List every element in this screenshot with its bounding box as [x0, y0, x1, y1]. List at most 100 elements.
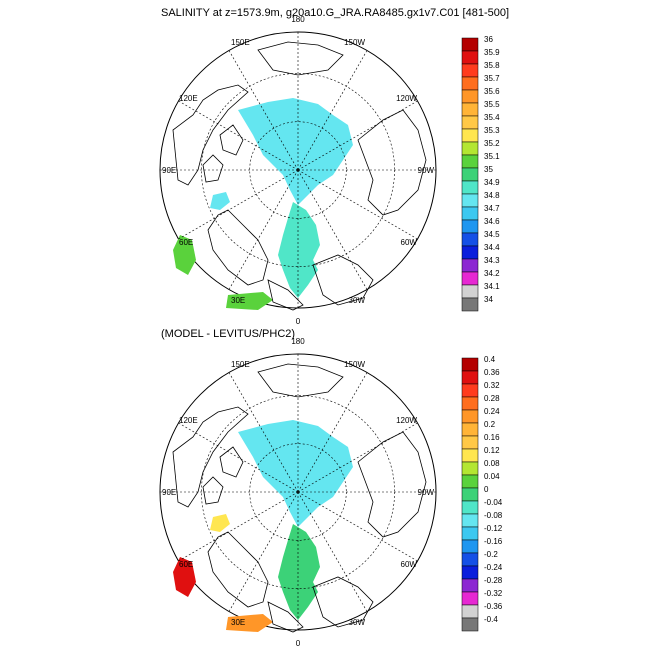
bottom-lon-label-se_bot: 30E [231, 618, 245, 627]
bottom-lon-label-n: 180 [291, 337, 305, 346]
bottom-colorbar-swatch [461, 539, 479, 554]
top-lon-label-ne_top: 150E [231, 38, 250, 47]
top-colorbar-label: 35 [484, 165, 493, 174]
top-colorbar-label: 35.3 [484, 126, 500, 135]
bottom-colorbar-swatch [461, 396, 479, 411]
bottom-lon-label-se_top: 60E [179, 560, 193, 569]
bottom-lon-label-ne_top: 150E [231, 360, 250, 369]
bottom-lon-label-sw_bot: 30W [349, 618, 366, 627]
top-meridian [178, 169, 299, 240]
top-colorbar: 36 35.9 35.8 35.7 35.6 35.5 35.4 35.3 35.2 35.1 35… [461, 35, 500, 312]
bottom-colorbar: 0.4 0.36 0.32 0.28 0.24 0.2 0.16 0.12 0.08 0.04 0 -… [461, 355, 503, 632]
top-colorbar-swatch [461, 167, 479, 182]
bottom-colorbar-swatch [461, 435, 479, 450]
top-coastline [312, 254, 374, 306]
top-colorbar-label: 34.6 [484, 217, 500, 226]
bottom-colorbar-label: -0.4 [484, 615, 498, 624]
bottom-colorbar-label: 0.24 [484, 407, 500, 416]
bottom-lon-label-nw_top: 150W [344, 360, 365, 369]
top-lon-label-n: 180 [291, 15, 305, 24]
bottom-colorbar-swatch [461, 370, 479, 385]
top-colorbar-label: 34 [484, 295, 493, 304]
bottom-colorbar-label: 0.4 [484, 355, 496, 364]
top-colorbar-label: 34.8 [484, 191, 500, 200]
bottom-lon-label-w: 90W [418, 488, 435, 497]
top-region-fram-strait [278, 202, 320, 298]
top-colorbar-label: 35.7 [484, 74, 500, 83]
top-colorbar-label: 35.4 [484, 113, 500, 122]
bottom-meridian [228, 372, 299, 493]
top-meridian [297, 50, 368, 171]
bottom-colorbar-label: -0.04 [484, 498, 503, 507]
bottom-meridian [228, 491, 299, 612]
top-meridian [228, 169, 299, 290]
top-colorbar-swatch [461, 63, 479, 78]
top-colorbar-swatch [461, 297, 479, 312]
bottom-colorbar-label: -0.2 [484, 550, 498, 559]
bottom-colorbar-swatch [461, 357, 479, 372]
top-colorbar-label: 34.1 [484, 282, 500, 291]
top-lon-label-nw_bot: 120W [396, 94, 417, 103]
bottom-region-fram-strait [278, 524, 320, 620]
top-colorbar-swatch [461, 154, 479, 169]
bottom-colorbar-label: -0.28 [484, 576, 503, 585]
top-colorbar-label: 34.9 [484, 178, 500, 187]
bottom-map: 180 0 90W 90E 150W 120W 150E 120E 60W 30W 60E 30E [159, 337, 437, 647]
top-meridian [178, 100, 299, 171]
bottom-colorbar-swatch [461, 552, 479, 567]
bottom-colorbar-label: -0.12 [484, 524, 503, 533]
bottom-region-north-atlantic-south [226, 614, 273, 632]
top-colorbar-swatch [461, 50, 479, 65]
top-lon-label-s: 0 [296, 317, 301, 326]
top-colorbar-label: 34.5 [484, 230, 500, 239]
top-map-title: SALINITY at z=1573.9m, g20a10.G_JRA.RA84… [161, 7, 510, 19]
bottom-colorbar-swatch [461, 500, 479, 515]
top-colorbar-swatch [461, 180, 479, 195]
bottom-colorbar-swatch [461, 409, 479, 424]
bottom-meridian [178, 491, 299, 562]
bottom-map-title: (MODEL - LEVITUS/PHC2) [161, 328, 296, 340]
bottom-colorbar-swatch [461, 578, 479, 593]
top-colorbar-swatch [461, 258, 479, 273]
bottom-lon-label-s: 0 [296, 639, 301, 647]
bottom-colorbar-label: 0.08 [484, 459, 500, 468]
bottom-lon-label-nw_bot: 120W [396, 416, 417, 425]
top-meridian [297, 100, 418, 171]
top-lon-label-ne_bot: 120E [179, 94, 198, 103]
bottom-colorbar-swatch [461, 591, 479, 606]
bottom-colorbar-swatch [461, 565, 479, 580]
bottom-meridian [297, 422, 418, 493]
top-map: 180 0 90W 90E 150W 120W 150E 120E 60W 30W 60E 30E [159, 15, 437, 326]
top-meridian [228, 50, 299, 171]
bottom-lon-label-e: 90E [162, 488, 176, 497]
top-colorbar-swatch [461, 89, 479, 104]
bottom-colorbar-label: 0.28 [484, 394, 500, 403]
top-colorbar-swatch [461, 102, 479, 117]
top-lon-label-se_top: 60E [179, 238, 193, 247]
top-colorbar-swatch [461, 128, 479, 143]
bottom-coastline [172, 406, 249, 508]
top-colorbar-swatch [461, 284, 479, 299]
bottom-coastline [312, 576, 374, 628]
top-coastline [202, 154, 224, 183]
top-region-north-atlantic-west [173, 235, 196, 275]
bottom-lon-label-ne_bot: 120E [179, 416, 198, 425]
top-colorbar-swatch [461, 206, 479, 221]
bottom-colorbar-swatch [461, 526, 479, 541]
top-colorbar-swatch [461, 245, 479, 260]
top-colorbar-label: 34.4 [484, 243, 500, 252]
top-meridian [297, 169, 418, 240]
top-colorbar-label: 36 [484, 35, 493, 44]
bottom-colorbar-label: -0.16 [484, 537, 503, 546]
bottom-coastline [207, 531, 269, 608]
bottom-region-north-atlantic-west [173, 557, 196, 597]
top-colorbar-swatch [461, 141, 479, 156]
bottom-colorbar-label: -0.36 [484, 602, 503, 611]
bottom-colorbar-label: 0.32 [484, 381, 500, 390]
bottom-colorbar-label: 0.04 [484, 472, 500, 481]
top-colorbar-swatch [461, 219, 479, 234]
bottom-colorbar-swatch [461, 383, 479, 398]
bottom-colorbar-label: -0.08 [484, 511, 503, 520]
top-colorbar-swatch [461, 76, 479, 91]
